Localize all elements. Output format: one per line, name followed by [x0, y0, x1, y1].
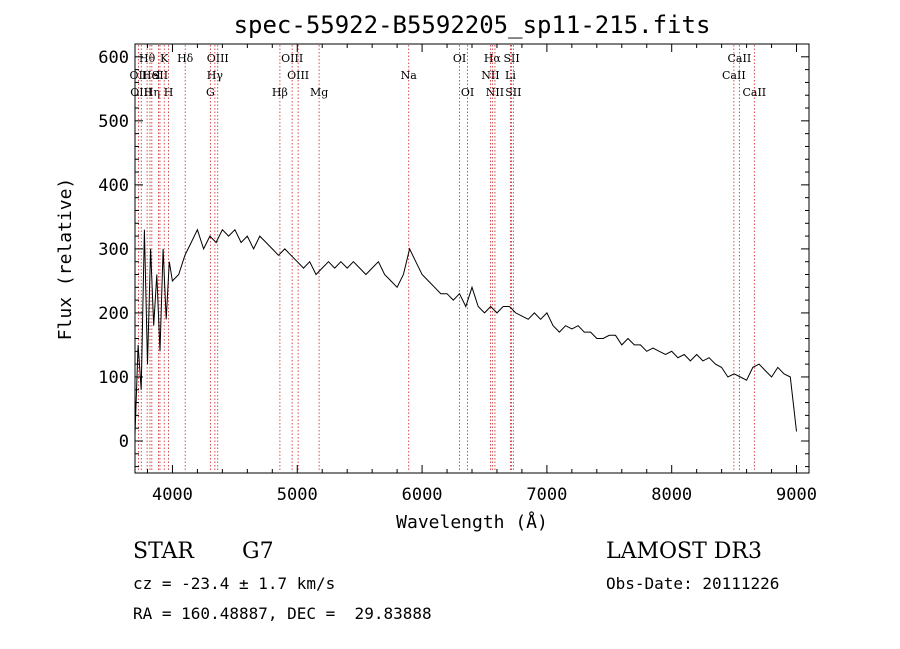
line-label: Hγ	[207, 69, 224, 82]
line-label: He	[142, 69, 158, 82]
line-label: OI	[461, 86, 474, 99]
plot-frame	[134, 43, 810, 474]
line-label: OIII	[130, 86, 152, 99]
y-axis-label: Flux (relative)	[55, 178, 76, 341]
line-label: OIII	[207, 52, 229, 65]
line-label: Hη	[144, 86, 160, 99]
y-tick-label: 200	[98, 304, 129, 324]
y-tick-label: 0	[119, 432, 129, 452]
x-tick-label: 9000	[776, 485, 817, 505]
line-label: NII	[486, 86, 504, 99]
x-tick-label: 8000	[651, 485, 692, 505]
flux-series	[134, 228, 797, 435]
x-tick-label: 6000	[402, 485, 443, 505]
line-label: Hθ	[139, 52, 156, 65]
line-label: Na	[401, 69, 418, 82]
line-label: CaII	[728, 52, 752, 65]
line-label: SII	[505, 86, 521, 99]
y-tick-label: 600	[98, 48, 129, 68]
y-tick-label: 400	[98, 176, 129, 196]
y-tick-label: 100	[98, 368, 129, 388]
y-tick-label: 300	[98, 240, 129, 260]
line-label: Hβ	[272, 86, 288, 99]
line-label: CaII	[742, 86, 766, 99]
x-axis: 4000 5000 6000 7000 8000 9000	[146, 44, 817, 505]
x-tick-label: 4000	[152, 485, 193, 505]
line-label: OIII	[281, 52, 303, 65]
y-tick-label: 500	[98, 112, 129, 132]
line-label: OII	[130, 69, 148, 82]
x-axis-label: Wavelength (Å)	[396, 511, 548, 533]
line-label: G	[206, 86, 215, 99]
line-label: OIII	[287, 69, 309, 82]
object-class: STAR	[133, 539, 194, 564]
line-label: CaII	[722, 69, 746, 82]
flux-line	[134, 228, 797, 435]
line-label: K	[160, 52, 169, 65]
x-tick-label: 5000	[277, 485, 318, 505]
line-label: SII	[152, 69, 168, 82]
coordinates-text: RA = 160.48887, DEC = 29.83888	[133, 604, 432, 623]
chart-title: spec-55922-B5592205_sp11-215.fits	[234, 11, 711, 39]
line-label: I	[156, 69, 160, 82]
redshift-text: cz = -23.4 ± 1.7 km/s	[133, 574, 336, 593]
line-label: Hα	[484, 52, 502, 65]
object-subclass: G7	[242, 539, 274, 564]
line-label: SII	[503, 52, 519, 65]
line-label: Mg	[310, 86, 328, 99]
line-label: Li	[505, 69, 516, 82]
survey-label: LAMOST DR3	[606, 539, 762, 564]
obs-date-text: Obs-Date: 20111226	[606, 574, 780, 593]
y-axis: 0 100 200 300 400 500 600	[98, 43, 809, 468]
line-label: OI	[453, 52, 466, 65]
line-label: NII	[481, 69, 499, 82]
line-label: Hδ	[177, 52, 194, 65]
x-tick-label: 7000	[526, 485, 567, 505]
line-label: H	[164, 86, 174, 99]
